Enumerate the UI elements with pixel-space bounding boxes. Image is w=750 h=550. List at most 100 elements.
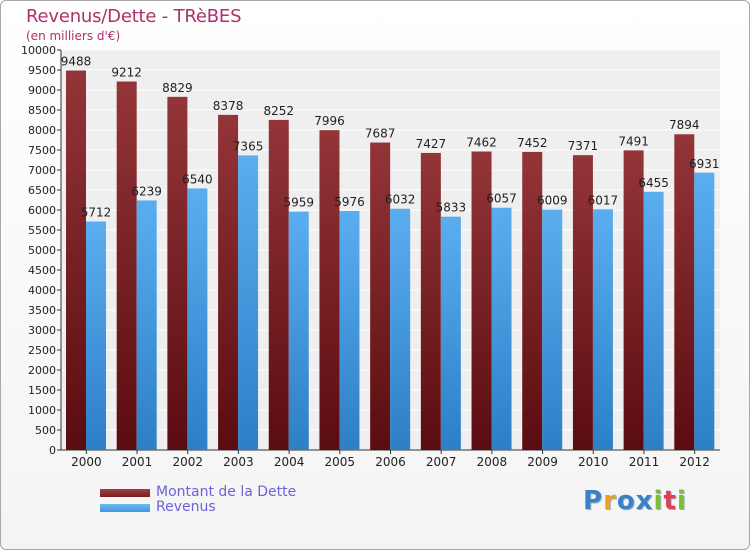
legend-swatch-debt <box>100 489 150 497</box>
bar-revenue <box>86 221 106 450</box>
bar-debt <box>522 151 543 451</box>
bar-revenue <box>390 208 411 450</box>
data-label-debt: 7491 <box>618 134 649 148</box>
x-tick-label: 2011 <box>629 455 660 469</box>
x-tick-label: 2010 <box>578 455 609 469</box>
chart-subtitle: (en milliers d'€) <box>26 29 121 43</box>
y-tick-label: 8500 <box>28 104 56 117</box>
y-tick-label: 4500 <box>28 264 56 277</box>
bar-debt <box>268 119 289 451</box>
data-label-revenue: 6931 <box>689 157 720 171</box>
y-tick-label: 0 <box>49 444 56 457</box>
logo-letter: o <box>616 486 636 516</box>
legend-swatch-revenue <box>100 504 150 512</box>
data-label-debt: 8829 <box>162 81 193 95</box>
bar-revenue <box>542 209 563 450</box>
bar-debt <box>420 152 441 451</box>
data-label-revenue: 6017 <box>588 193 619 207</box>
data-label-debt: 9488 <box>61 54 92 68</box>
data-label-revenue: 5959 <box>283 196 314 210</box>
data-label-revenue: 5712 <box>81 206 112 220</box>
logo-letter: P <box>583 486 604 516</box>
y-tick-label: 9500 <box>28 64 56 77</box>
y-tick-label: 1000 <box>28 404 56 417</box>
y-tick-label: 5000 <box>28 244 56 257</box>
data-label-revenue: 6540 <box>182 172 213 186</box>
legend-label-revenue: Revenus <box>156 499 216 515</box>
data-label-debt: 7452 <box>517 136 548 150</box>
bar-revenue <box>288 211 309 450</box>
data-label-debt: 7894 <box>669 118 700 132</box>
x-tick-label: 2008 <box>477 455 508 469</box>
x-tick-label: 2004 <box>274 455 305 469</box>
y-tick-label: 2500 <box>28 344 56 357</box>
bar-revenue <box>694 172 715 450</box>
bar-debt <box>66 70 86 450</box>
data-label-revenue: 6239 <box>131 184 162 198</box>
bar-revenue <box>592 209 613 450</box>
bar-revenue <box>187 188 208 450</box>
x-tick-label: 2001 <box>122 455 153 469</box>
bar-revenue <box>440 216 461 450</box>
logo-letter: t <box>663 486 677 516</box>
y-tick-label: 1500 <box>28 384 56 397</box>
data-label-debt: 7427 <box>416 137 447 151</box>
x-tick-label: 2003 <box>223 455 254 469</box>
bar-debt <box>116 81 137 451</box>
y-tick-label: 2000 <box>28 364 56 377</box>
y-tick-label: 5500 <box>28 224 56 237</box>
y-tick-label: 7500 <box>28 144 56 157</box>
x-tick-label: 2000 <box>71 455 102 469</box>
bar-debt <box>623 150 644 451</box>
data-label-debt: 9212 <box>111 66 142 80</box>
bar-revenue <box>643 191 664 451</box>
y-tick-label: 6000 <box>28 204 56 217</box>
data-label-debt: 7462 <box>466 136 497 150</box>
bar-debt <box>471 151 492 450</box>
logo-letter: i <box>676 486 687 516</box>
bar-debt <box>572 155 593 450</box>
data-label-revenue: 7365 <box>233 139 264 153</box>
bar-revenue <box>136 200 157 450</box>
data-label-debt: 7371 <box>568 139 599 153</box>
data-label-revenue: 6057 <box>486 192 517 206</box>
logo-letter: r <box>603 486 617 516</box>
logo-letter: i <box>653 486 664 516</box>
x-tick-label: 2002 <box>172 455 203 469</box>
x-tick-label: 2005 <box>325 455 356 469</box>
bar-debt <box>674 134 695 451</box>
bar-debt <box>218 114 239 450</box>
data-label-revenue: 6455 <box>638 176 669 190</box>
data-label-revenue: 6009 <box>537 194 568 208</box>
y-tick-label: 7000 <box>28 164 56 177</box>
x-tick-label: 2012 <box>679 455 710 469</box>
bar-revenue <box>238 155 259 450</box>
y-tick-label: 9000 <box>28 84 56 97</box>
y-tick-label: 10000 <box>21 44 56 57</box>
x-tick-label: 2006 <box>375 455 406 469</box>
bar-revenue <box>339 210 360 450</box>
bar-revenue <box>491 207 512 450</box>
data-label-debt: 7687 <box>365 127 396 141</box>
y-tick-label: 3500 <box>28 304 56 317</box>
y-tick-label: 6500 <box>28 184 56 197</box>
logo-letter: x <box>635 486 654 516</box>
legend-label-debt: Montant de la Dette <box>156 484 297 500</box>
chart-title: Revenus/Dette - TRèBES <box>26 6 242 27</box>
x-tick-label: 2007 <box>426 455 457 469</box>
data-label-debt: 8252 <box>263 104 294 118</box>
x-tick-label: 2009 <box>527 455 558 469</box>
proxiti-logo: Proxiti <box>583 486 687 516</box>
y-tick-label: 4000 <box>28 284 56 297</box>
bar-debt <box>319 130 340 450</box>
y-tick-label: 8000 <box>28 124 56 137</box>
data-label-revenue: 5833 <box>436 201 467 215</box>
bar-debt <box>167 96 188 450</box>
data-label-debt: 7996 <box>314 114 345 128</box>
bar-debt <box>370 142 391 450</box>
y-tick-label: 500 <box>35 424 56 437</box>
data-label-debt: 8378 <box>213 99 244 113</box>
data-label-revenue: 6032 <box>385 193 416 207</box>
data-label-revenue: 5976 <box>334 195 365 209</box>
